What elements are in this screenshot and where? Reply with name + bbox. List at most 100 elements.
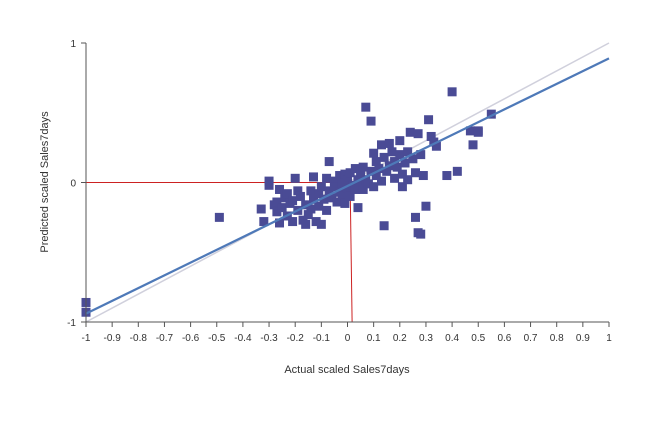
data-point (363, 179, 373, 189)
y-tick-label: 0 (70, 179, 76, 190)
y-tick-label: 1 (70, 39, 76, 50)
fit-line (85, 57, 610, 315)
data-point (395, 150, 405, 160)
data-point (345, 168, 355, 178)
data-point (350, 164, 360, 174)
data-point (376, 176, 386, 186)
data-point (403, 147, 413, 157)
x-tick-label: -0.2 (287, 333, 305, 344)
data-point (379, 221, 389, 231)
data-point (358, 162, 368, 172)
data-point (335, 171, 345, 181)
data-point (340, 198, 350, 208)
data-point (275, 184, 285, 194)
data-point (314, 201, 324, 211)
data-point (447, 87, 457, 97)
x-tick-label: 0.9 (576, 333, 590, 344)
x-tick-label: -0.7 (156, 333, 174, 344)
data-point (282, 189, 292, 199)
x-tick-label: -0.9 (104, 333, 122, 344)
x-tick-label: -0.1 (313, 333, 331, 344)
data-point (361, 102, 371, 112)
data-point (259, 217, 269, 227)
data-point (366, 166, 376, 176)
data-point (473, 126, 483, 136)
data-point (309, 194, 319, 204)
data-point (371, 171, 381, 181)
data-point (468, 140, 478, 150)
data-point (397, 182, 407, 192)
data-point (384, 138, 394, 148)
crosshair-vertical (349, 182, 353, 323)
data-point (408, 154, 418, 164)
data-point (301, 219, 311, 229)
data-point (337, 191, 347, 201)
data-point (306, 204, 316, 214)
data-point (343, 175, 352, 185)
data-point (358, 184, 368, 194)
data-point (322, 173, 332, 183)
data-point (350, 184, 360, 194)
x-tick-label: 0.1 (367, 333, 381, 344)
data-point (369, 182, 379, 192)
data-point (452, 166, 462, 176)
data-point (272, 197, 282, 207)
x-tick-label: 0.5 (471, 333, 485, 344)
x-tick-label: 1 (606, 333, 612, 344)
data-point (288, 217, 298, 227)
data-point (332, 197, 342, 207)
data-point (390, 157, 400, 167)
data-point (309, 172, 319, 182)
data-point (337, 179, 347, 189)
data-point (353, 203, 363, 213)
x-tick-label: 0.4 (445, 333, 459, 344)
data-point (416, 229, 426, 239)
x-tick-label: -0.3 (260, 333, 278, 344)
data-point (410, 212, 420, 222)
data-point (426, 131, 436, 141)
data-point (390, 173, 400, 183)
x-tick-label: 0.7 (524, 333, 538, 344)
data-point (214, 212, 224, 222)
x-tick-label: 0 (345, 333, 351, 344)
data-point (340, 169, 350, 179)
data-point (345, 191, 355, 201)
x-axis-title: Actual scaled Sales7days (284, 364, 410, 376)
data-points (81, 87, 496, 317)
data-point (416, 150, 426, 160)
data-point (366, 116, 376, 126)
x-tick-label: 0.6 (497, 333, 511, 344)
data-point (327, 193, 337, 203)
data-point (324, 157, 334, 167)
data-point (369, 148, 379, 158)
data-point (277, 203, 287, 213)
data-point (288, 196, 298, 206)
axes: -1 -0.9 -0.8 -0.7 -0.6 -0.5 -0.4 -0.3 -0.2 -0.1 0 0… (67, 39, 612, 344)
data-point (322, 205, 332, 215)
data-point (431, 141, 441, 151)
data-point (301, 200, 311, 210)
x-tick-label: 0.8 (550, 333, 564, 344)
data-point (413, 129, 423, 139)
data-point (421, 201, 431, 211)
data-point (329, 182, 339, 192)
data-point (314, 189, 324, 199)
x-tick-label: -0.6 (182, 333, 200, 344)
data-point (442, 171, 452, 181)
x-tick-label: 0.2 (393, 333, 407, 344)
data-point (290, 173, 300, 183)
data-point (295, 191, 305, 201)
data-point (379, 152, 389, 162)
data-point (275, 218, 285, 228)
data-point (293, 186, 303, 196)
data-point (465, 126, 475, 136)
data-point (371, 157, 381, 167)
data-point (392, 162, 402, 172)
data-point (329, 176, 339, 186)
data-point (424, 115, 434, 125)
data-point (382, 166, 392, 176)
x-tick-label: -0.5 (208, 333, 226, 344)
data-point (374, 164, 384, 174)
